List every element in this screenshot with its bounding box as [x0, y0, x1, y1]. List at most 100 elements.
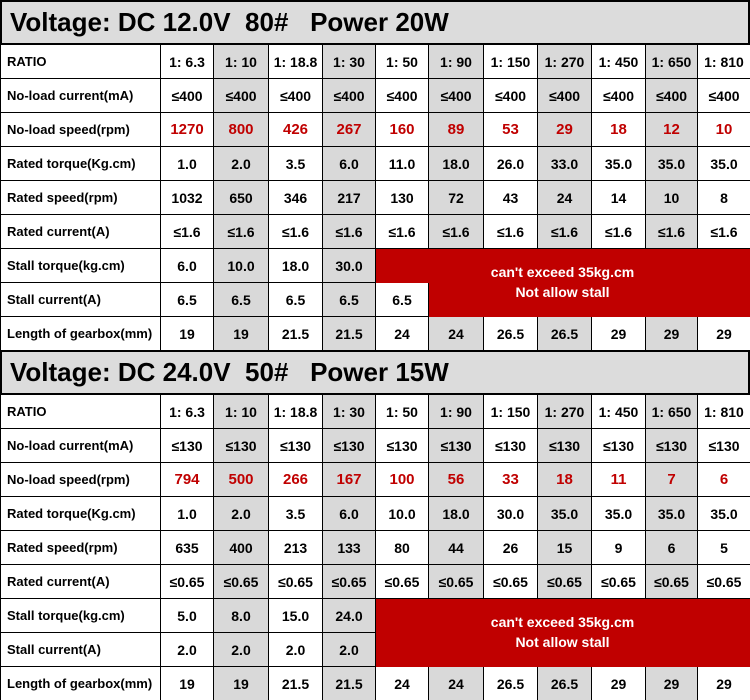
ratio: 1: 450 [591, 394, 646, 429]
ratio: 1: 50 [375, 44, 429, 79]
value: 56 [428, 462, 484, 497]
value: ≤400 [213, 78, 269, 113]
red-block [429, 283, 750, 317]
section-title: Voltage: DC 12.0V 80# Power 20W [0, 0, 750, 45]
row-label: Rated speed(rpm) [0, 530, 161, 565]
row-label: Stall torque(kg.cm) [0, 598, 161, 633]
value: ≤0.65 [428, 564, 484, 599]
value: 29 [645, 316, 698, 351]
ratio: 1: 90 [428, 44, 484, 79]
value: ≤130 [483, 428, 538, 463]
section-title: Voltage: DC 24.0V 50# Power 15W [0, 350, 750, 395]
stall-note: can't exceed 35kg.cm Not allow stall [375, 612, 750, 652]
value: 21.5 [268, 666, 323, 700]
ratio: 1: 650 [645, 394, 698, 429]
value: ≤400 [268, 78, 323, 113]
value: 2.0 [268, 632, 323, 667]
value: 18.0 [428, 496, 484, 531]
value: 6 [697, 462, 750, 497]
value: 160 [375, 112, 429, 147]
ratio: 1: 150 [483, 394, 538, 429]
header-label: RATIO [0, 394, 161, 429]
value: 2.0 [213, 146, 269, 181]
value: 24 [537, 180, 592, 215]
value: 11.0 [375, 146, 429, 181]
ratio: 1: 810 [697, 44, 750, 79]
note-line: Not allow stall [515, 284, 610, 300]
value: 10 [697, 112, 750, 147]
value: 26.5 [537, 316, 592, 351]
value: ≤130 [591, 428, 646, 463]
ratio: 1: 810 [697, 394, 750, 429]
value: ≤400 [645, 78, 698, 113]
value: 26.5 [537, 666, 592, 700]
value: 267 [322, 112, 376, 147]
value: 100 [375, 462, 429, 497]
value: ≤1.6 [591, 214, 646, 249]
value: 10 [645, 180, 698, 215]
value: ≤400 [591, 78, 646, 113]
value: ≤1.6 [697, 214, 750, 249]
row-label: Rated current(A) [0, 564, 161, 599]
stall-note: can't exceed 35kg.cm Not allow stall [375, 262, 750, 302]
value: 8.0 [213, 598, 269, 633]
value: 21.5 [322, 316, 376, 351]
row-label: Stall torque(kg.cm) [0, 248, 161, 283]
value: 6.0 [160, 248, 214, 283]
value: 33 [483, 462, 538, 497]
value: 400 [213, 530, 269, 565]
value: 426 [268, 112, 323, 147]
header-label: RATIO [0, 44, 161, 79]
value: 35.0 [591, 146, 646, 181]
ratio: 1: 6.3 [160, 44, 214, 79]
value: 18 [537, 462, 592, 497]
value: ≤0.65 [322, 564, 376, 599]
value: ≤1.6 [537, 214, 592, 249]
value: ≤400 [428, 78, 484, 113]
value: ≤0.65 [645, 564, 698, 599]
value: 2.0 [213, 632, 269, 667]
value: 30.0 [322, 248, 376, 283]
value: ≤0.65 [483, 564, 538, 599]
value: 15.0 [268, 598, 323, 633]
value: 1.0 [160, 146, 214, 181]
value: 6.5 [213, 282, 269, 317]
ratio: 1: 150 [483, 44, 538, 79]
value: 650 [213, 180, 269, 215]
ratio: 1: 30 [322, 394, 376, 429]
value: 3.5 [268, 496, 323, 531]
row-label: Length of gearbox(mm) [0, 666, 161, 700]
value: ≤130 [645, 428, 698, 463]
row-label: Rated current(A) [0, 214, 161, 249]
value: 26.0 [483, 146, 538, 181]
value: ≤0.65 [268, 564, 323, 599]
value: 30.0 [483, 496, 538, 531]
ratio: 1: 90 [428, 394, 484, 429]
ratio: 1: 450 [591, 44, 646, 79]
note-line: can't exceed 35kg.cm [490, 614, 635, 630]
value: ≤130 [428, 428, 484, 463]
value: 800 [213, 112, 269, 147]
value: 2.0 [213, 496, 269, 531]
value: 72 [428, 180, 484, 215]
value: 29 [591, 316, 646, 351]
value: 7 [645, 462, 698, 497]
row-label: Length of gearbox(mm) [0, 316, 161, 351]
value: ≤400 [483, 78, 538, 113]
value: ≤130 [268, 428, 323, 463]
value: ≤400 [160, 78, 214, 113]
value: ≤130 [322, 428, 376, 463]
value: 217 [322, 180, 376, 215]
value: ≤1.6 [268, 214, 323, 249]
value: 14 [591, 180, 646, 215]
value: 2.0 [322, 632, 376, 667]
red-block [376, 633, 750, 667]
value: 133 [322, 530, 376, 565]
value: 6.5 [160, 282, 214, 317]
value: 35.0 [537, 496, 592, 531]
value: 43 [483, 180, 538, 215]
value: 26.5 [483, 316, 538, 351]
value: 12 [645, 112, 698, 147]
value: 15 [537, 530, 592, 565]
value: ≤400 [537, 78, 592, 113]
